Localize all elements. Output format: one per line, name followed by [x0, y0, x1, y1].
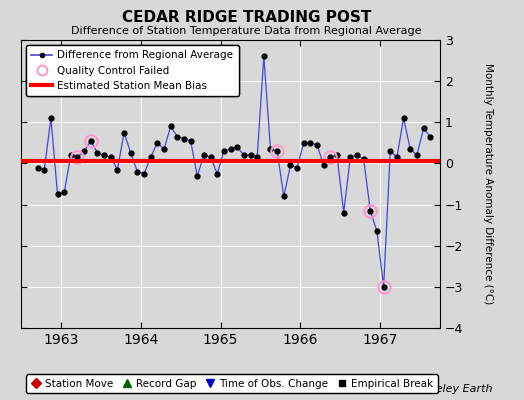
Text: Difference of Station Temperature Data from Regional Average: Difference of Station Temperature Data f… — [71, 26, 421, 36]
Text: CEDAR RIDGE TRADING POST: CEDAR RIDGE TRADING POST — [122, 10, 371, 25]
Legend: Difference from Regional Average, Quality Control Failed, Estimated Station Mean: Difference from Regional Average, Qualit… — [26, 45, 238, 96]
Y-axis label: Monthly Temperature Anomaly Difference (°C): Monthly Temperature Anomaly Difference (… — [483, 63, 493, 305]
Text: Berkeley Earth: Berkeley Earth — [410, 384, 493, 394]
Legend: Station Move, Record Gap, Time of Obs. Change, Empirical Break: Station Move, Record Gap, Time of Obs. C… — [26, 374, 438, 393]
